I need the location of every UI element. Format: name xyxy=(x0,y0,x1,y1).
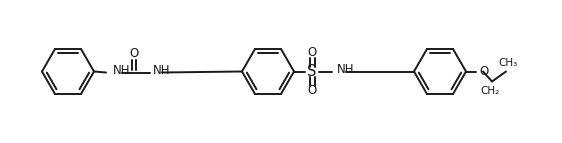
Text: NH: NH xyxy=(113,64,130,77)
Text: O: O xyxy=(307,46,316,59)
Text: CH₃: CH₃ xyxy=(498,57,518,67)
Text: CH₂: CH₂ xyxy=(481,86,500,96)
Text: NH: NH xyxy=(337,63,355,76)
Text: NH: NH xyxy=(153,64,170,77)
Text: O: O xyxy=(479,65,488,78)
Text: O: O xyxy=(129,47,139,60)
Text: O: O xyxy=(307,84,316,97)
Text: S: S xyxy=(307,64,317,79)
